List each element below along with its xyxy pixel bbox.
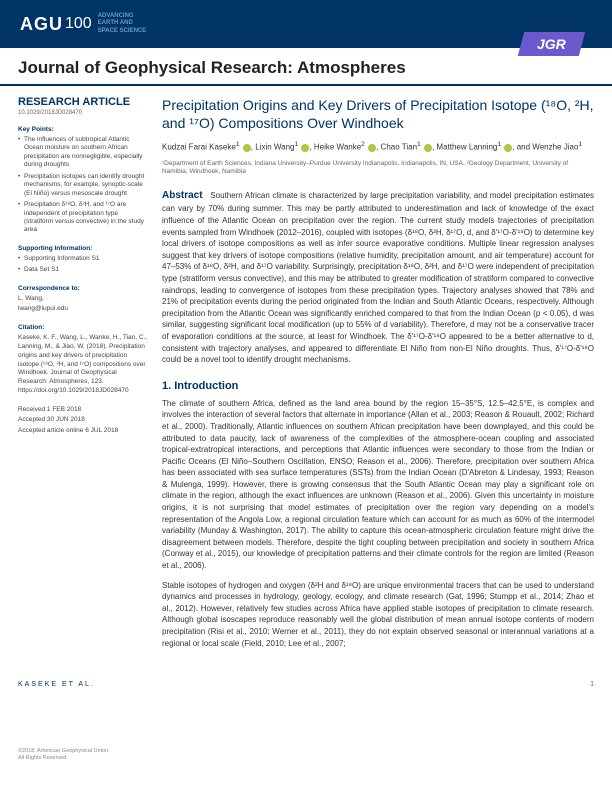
supporting-item[interactable]: Data Set S1	[18, 266, 148, 274]
publisher-header: AGU 100 ADVANCING EARTH AND SPACE SCIENC…	[0, 0, 612, 48]
key-point: The influences of subtropical Atlantic O…	[18, 136, 148, 170]
orcid-icon[interactable]	[368, 144, 376, 152]
citation-section: Citation: Kaseke, K. F., Wang, L., Wanke…	[18, 324, 148, 395]
orcid-icon[interactable]	[301, 144, 309, 152]
key-points-section: Key Points: The influences of subtropica…	[18, 126, 148, 235]
orcid-icon[interactable]	[424, 144, 432, 152]
accepted-date: Accepted 30 JUN 2018	[18, 416, 148, 425]
correspondence-heading: Correspondence to:	[18, 285, 148, 292]
abstract-text: Southern African climate is characterize…	[162, 191, 594, 364]
main-content: Precipitation Origins and Key Drivers of…	[162, 96, 594, 657]
supporting-item[interactable]: Supporting Information S1	[18, 255, 148, 263]
footer: KASEKE ET AL. 1	[0, 677, 612, 698]
copyright: ©2018. American Geophysical Union.All Ri…	[18, 748, 110, 762]
correspondence-name: L. Wang,	[18, 295, 148, 304]
supporting-list: Supporting Information S1 Data Set S1	[18, 255, 148, 275]
supporting-info-section: Supporting Information: Supporting Infor…	[18, 245, 148, 275]
correspondence-section: Correspondence to: L. Wang, lwang@iupui.…	[18, 285, 148, 315]
doi: 10.1029/2018JD028470	[18, 110, 148, 116]
footer-authors: KASEKE ET AL.	[18, 681, 95, 688]
article-type: RESEARCH ARTICLE	[18, 96, 148, 108]
online-date: Accepted article online 6 JUL 2018	[18, 427, 148, 436]
intro-paragraph: Stable isotopes of hydrogen and oxygen (…	[162, 580, 594, 650]
agu-tagline: ADVANCING EARTH AND SPACE SCIENCE	[98, 13, 147, 35]
dates-section: Received 1 FEB 2018 Accepted 30 JUN 2018…	[18, 406, 148, 436]
correspondence-email[interactable]: lwang@iupui.edu	[18, 305, 148, 314]
authors-line: Kudzai Farai Kaseke1 , Lixin Wang1 , Hei…	[162, 140, 594, 154]
supporting-heading: Supporting Information:	[18, 245, 148, 252]
jgr-tab: JGR	[518, 32, 585, 56]
intro-paragraph: The climate of southern Africa, defined …	[162, 398, 594, 572]
journal-title: Journal of Geophysical Research: Atmosph…	[18, 58, 594, 78]
citation-heading: Citation:	[18, 324, 148, 331]
key-points-list: The influences of subtropical Atlantic O…	[18, 136, 148, 235]
orcid-icon[interactable]	[504, 144, 512, 152]
received-date: Received 1 FEB 2018	[18, 406, 148, 415]
abstract-block: Abstract Southern African climate is cha…	[162, 189, 594, 366]
sidebar: RESEARCH ARTICLE 10.1029/2018JD028470 Ke…	[18, 96, 148, 657]
page-number: 1	[590, 681, 594, 688]
key-point: Precipitation δ¹⁸O, δ²H, and ¹⁷O are ind…	[18, 201, 148, 235]
citation-text: Kaseke, K. F., Wang, L., Wanke, H., Tian…	[18, 334, 148, 395]
key-points-heading: Key Points:	[18, 126, 148, 133]
affiliations: ¹Department of Earth Sciences, Indiana U…	[162, 160, 594, 177]
agu-logo-text: AGU	[20, 14, 63, 35]
key-point: Precipitation isotopes can identify drou…	[18, 173, 148, 198]
intro-heading: 1. Introduction	[162, 380, 594, 392]
article-title: Precipitation Origins and Key Drivers of…	[162, 96, 594, 132]
orcid-icon[interactable]	[243, 144, 251, 152]
abstract-label: Abstract	[162, 190, 203, 201]
agu-100: 100	[65, 15, 92, 33]
